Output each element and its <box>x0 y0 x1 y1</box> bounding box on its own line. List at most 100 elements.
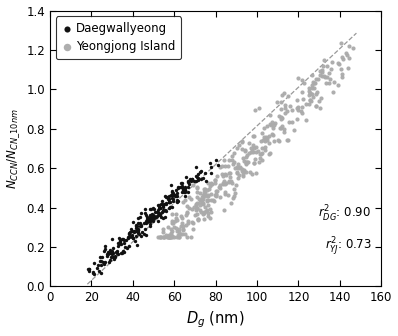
Daegwallyeong <box>121 241 127 246</box>
Daegwallyeong <box>94 265 100 271</box>
Yeongjong Island <box>313 104 319 109</box>
Yeongjong Island <box>157 235 163 240</box>
Yeongjong Island <box>313 103 320 109</box>
Daegwallyeong <box>150 207 157 212</box>
Yeongjong Island <box>166 232 172 238</box>
Yeongjong Island <box>231 186 238 192</box>
Yeongjong Island <box>256 156 263 161</box>
Yeongjong Island <box>193 205 200 210</box>
Daegwallyeong <box>104 253 111 258</box>
Yeongjong Island <box>213 188 219 193</box>
Yeongjong Island <box>175 232 181 237</box>
Daegwallyeong <box>168 192 174 198</box>
Yeongjong Island <box>235 162 241 167</box>
Yeongjong Island <box>309 72 315 77</box>
Yeongjong Island <box>232 190 238 195</box>
Daegwallyeong <box>165 197 171 202</box>
Yeongjong Island <box>236 142 243 148</box>
Daegwallyeong <box>99 254 105 260</box>
Yeongjong Island <box>209 181 215 186</box>
Yeongjong Island <box>306 92 312 97</box>
Yeongjong Island <box>256 159 262 165</box>
Yeongjong Island <box>229 157 236 162</box>
Daegwallyeong <box>163 200 169 205</box>
Yeongjong Island <box>293 116 300 121</box>
Daegwallyeong <box>101 247 108 252</box>
Yeongjong Island <box>270 125 276 130</box>
Yeongjong Island <box>303 101 309 107</box>
Daegwallyeong <box>191 178 197 184</box>
Yeongjong Island <box>207 207 213 212</box>
Daegwallyeong <box>148 212 155 217</box>
Yeongjong Island <box>220 181 226 187</box>
Daegwallyeong <box>135 227 141 233</box>
Yeongjong Island <box>299 89 305 95</box>
Yeongjong Island <box>240 174 246 179</box>
Yeongjong Island <box>201 209 208 215</box>
Daegwallyeong <box>157 206 163 211</box>
Yeongjong Island <box>261 147 268 152</box>
Daegwallyeong <box>109 236 115 241</box>
Yeongjong Island <box>199 211 206 217</box>
Yeongjong Island <box>220 157 227 163</box>
Yeongjong Island <box>250 149 256 154</box>
Yeongjong Island <box>179 227 186 232</box>
Yeongjong Island <box>179 231 185 237</box>
Daegwallyeong <box>121 237 127 243</box>
Yeongjong Island <box>258 151 264 157</box>
Daegwallyeong <box>107 250 114 256</box>
Yeongjong Island <box>174 217 180 223</box>
Daegwallyeong <box>105 250 111 255</box>
Yeongjong Island <box>234 145 240 151</box>
Yeongjong Island <box>279 123 286 129</box>
Yeongjong Island <box>160 229 166 234</box>
Daegwallyeong <box>156 205 162 210</box>
Daegwallyeong <box>126 234 133 239</box>
Daegwallyeong <box>185 178 191 184</box>
Yeongjong Island <box>207 215 213 220</box>
Yeongjong Island <box>168 234 175 239</box>
Yeongjong Island <box>210 197 217 203</box>
Yeongjong Island <box>234 165 240 170</box>
Yeongjong Island <box>200 210 207 215</box>
Yeongjong Island <box>317 69 323 74</box>
Daegwallyeong <box>126 232 132 237</box>
Yeongjong Island <box>320 63 326 68</box>
Yeongjong Island <box>226 178 232 183</box>
Yeongjong Island <box>263 137 270 143</box>
Daegwallyeong <box>142 218 149 223</box>
Daegwallyeong <box>114 250 121 255</box>
Yeongjong Island <box>252 108 258 113</box>
Yeongjong Island <box>213 173 220 179</box>
Yeongjong Island <box>310 94 316 100</box>
Yeongjong Island <box>204 197 210 203</box>
Yeongjong Island <box>253 170 259 176</box>
Yeongjong Island <box>220 173 226 178</box>
Yeongjong Island <box>174 229 180 234</box>
Yeongjong Island <box>195 216 201 221</box>
Yeongjong Island <box>259 158 265 163</box>
Yeongjong Island <box>185 218 191 224</box>
Daegwallyeong <box>175 198 181 204</box>
Yeongjong Island <box>166 235 172 240</box>
Daegwallyeong <box>152 210 158 215</box>
Daegwallyeong <box>139 229 145 235</box>
Yeongjong Island <box>176 235 182 240</box>
Yeongjong Island <box>198 209 205 215</box>
Daegwallyeong <box>129 220 136 225</box>
Daegwallyeong <box>132 238 139 243</box>
Yeongjong Island <box>176 235 182 240</box>
Daegwallyeong <box>179 184 185 189</box>
Yeongjong Island <box>261 125 267 130</box>
Daegwallyeong <box>131 228 137 234</box>
Daegwallyeong <box>151 215 157 220</box>
Daegwallyeong <box>208 171 214 176</box>
Daegwallyeong <box>148 216 154 221</box>
Yeongjong Island <box>262 136 268 142</box>
Yeongjong Island <box>277 100 284 105</box>
Yeongjong Island <box>349 45 356 50</box>
Yeongjong Island <box>293 97 300 103</box>
Yeongjong Island <box>249 171 256 176</box>
Daegwallyeong <box>97 258 103 264</box>
Yeongjong Island <box>197 200 203 205</box>
